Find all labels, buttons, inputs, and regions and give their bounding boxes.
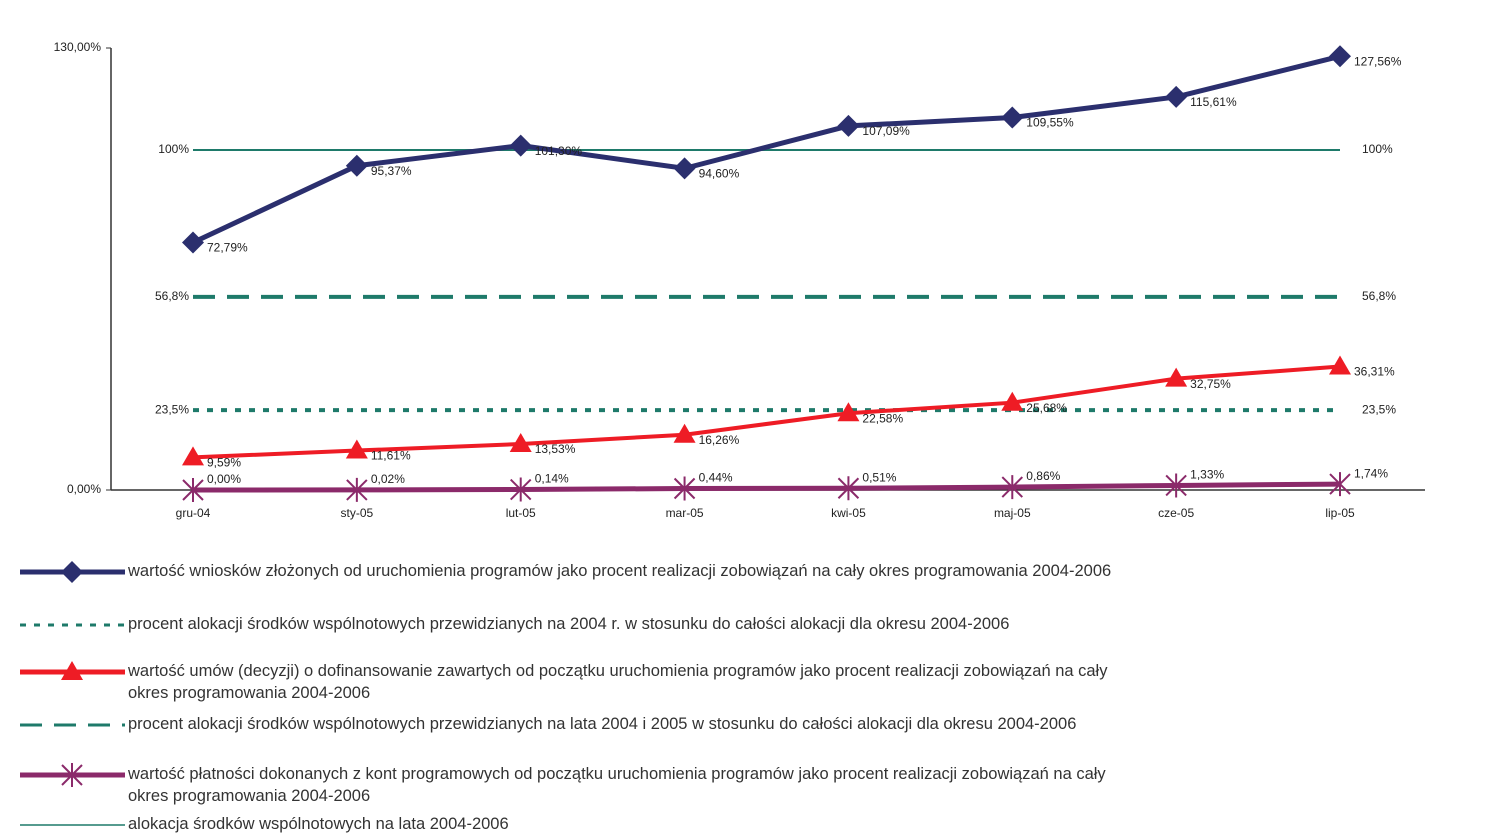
marker — [837, 114, 860, 137]
legend-entry: procent alokacji środków wspólnotowych p… — [20, 715, 1076, 733]
data-label: 32,75% — [1190, 377, 1231, 391]
legend-entry: procent alokacji środków wspólnotowych p… — [20, 615, 1009, 633]
legend-line: wartość płatności dokonanych z kont prog… — [127, 765, 1106, 783]
marker — [345, 439, 368, 459]
marker — [837, 402, 860, 422]
data-label: 0,14% — [535, 472, 569, 486]
reference-label: 56,8% — [155, 289, 189, 303]
data-label: 72,79% — [207, 241, 248, 255]
x-tick-label: lip-05 — [1325, 506, 1355, 520]
legend-label: wartość płatności dokonanych z kont prog… — [127, 765, 1106, 805]
data-label: 11,61% — [371, 449, 411, 463]
legend-entry: alokacja środków wspólnotowych na lata 2… — [20, 815, 509, 833]
data-label: 94,60% — [699, 167, 740, 181]
marker — [673, 157, 696, 180]
legend-entry: wartość płatności dokonanych z kont prog… — [20, 763, 1106, 805]
marker — [509, 134, 532, 157]
legend-line: procent alokacji środków wspólnotowych p… — [128, 715, 1076, 733]
legend-line: alokacja środków wspólnotowych na lata 2… — [128, 815, 509, 833]
marker — [1001, 475, 1023, 500]
marker — [673, 476, 696, 501]
marker — [61, 561, 83, 583]
data-label: 1,33% — [1190, 468, 1224, 482]
legend-line: wartość wniosków złożonych od uruchomien… — [127, 562, 1111, 580]
marker — [182, 478, 204, 502]
legend-label: procent alokacji środków wspólnotowych p… — [128, 715, 1076, 733]
marker — [346, 477, 368, 502]
y-tick-label: 130,00% — [54, 40, 102, 54]
marker — [1329, 45, 1351, 68]
marker — [1165, 367, 1188, 387]
legend-line: wartość umów (decyzji) o dofinansowanie … — [127, 662, 1108, 680]
marker — [1165, 85, 1188, 108]
data-label: 0,02% — [371, 472, 405, 486]
marker — [673, 423, 696, 443]
legend-entry: wartość umów (decyzji) o dofinansowanie … — [20, 661, 1108, 702]
data-label: 1,74% — [1354, 466, 1388, 480]
x-tick-label: maj-05 — [994, 506, 1031, 520]
marker — [182, 446, 204, 466]
marker — [837, 476, 860, 501]
series-line — [192, 481, 1341, 493]
legend-entry: wartość wniosków złożonych od uruchomien… — [20, 561, 1111, 583]
legend-label: wartość wniosków złożonych od uruchomien… — [127, 562, 1111, 580]
x-tick-label: mar-05 — [666, 506, 704, 520]
reference-label: 100% — [158, 142, 189, 156]
marker — [509, 432, 532, 452]
x-tick-label: gru-04 — [176, 506, 211, 520]
reference-label: 56,8% — [1362, 289, 1396, 303]
marker — [1165, 473, 1187, 498]
data-label: 0,86% — [1026, 469, 1060, 483]
data-label: 95,37% — [371, 164, 412, 178]
marker — [1001, 391, 1024, 411]
marker — [1001, 106, 1024, 129]
reference-label: 100% — [1362, 142, 1393, 156]
data-label: 25,68% — [1026, 401, 1067, 415]
data-label: 107,09% — [862, 124, 910, 138]
data-label: 0,51% — [862, 470, 896, 484]
reference-label: 23,5% — [1362, 402, 1396, 416]
x-tick-label: sty-05 — [341, 506, 374, 520]
legend-label: wartość umów (decyzji) o dofinansowanie … — [127, 662, 1108, 702]
legend-label: alokacja środków wspólnotowych na lata 2… — [128, 815, 509, 833]
marker — [1329, 355, 1351, 375]
marker — [61, 763, 83, 787]
data-label: 36,31% — [1354, 365, 1395, 379]
legend-label: procent alokacji środków wspólnotowych p… — [128, 615, 1009, 633]
data-label: 0,00% — [207, 472, 241, 486]
data-label: 13,53% — [535, 442, 576, 456]
data-label: 115,61% — [1190, 95, 1237, 109]
marker — [345, 154, 368, 177]
data-label: 9,59% — [207, 456, 241, 470]
marker — [1329, 472, 1351, 497]
marker — [61, 661, 83, 680]
marker — [510, 477, 532, 502]
reference-label: 23,5% — [155, 402, 189, 416]
series-line — [192, 364, 1341, 460]
legend-line: okres programowania 2004-2006 — [128, 684, 370, 702]
data-label: 127,56% — [1354, 54, 1402, 68]
marker — [182, 231, 204, 254]
x-tick-label: kwi-05 — [831, 506, 866, 520]
x-tick-label: lut-05 — [506, 506, 536, 520]
data-label: 22,58% — [862, 411, 903, 425]
legend-line: procent alokacji środków wspólnotowych p… — [128, 615, 1009, 633]
legend-line: okres programowania 2004-2006 — [128, 787, 370, 805]
data-label: 0,44% — [699, 471, 733, 485]
x-tick-label: cze-05 — [1158, 506, 1194, 520]
data-label: 16,26% — [699, 433, 740, 447]
data-label: 109,55% — [1026, 116, 1074, 130]
series-line — [191, 53, 1341, 245]
y-tick-label: 0,00% — [67, 482, 101, 496]
data-label: 101,30% — [535, 144, 583, 158]
